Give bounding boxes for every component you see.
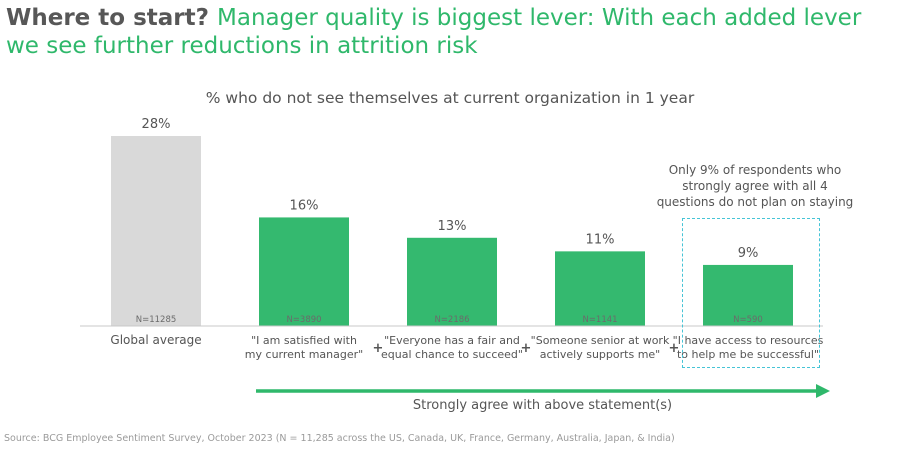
page-title: Where to start? Manager quality is bigge… <box>6 4 886 60</box>
value-label: 28% <box>142 117 171 132</box>
category-label: "Everyone has a fair and <box>384 334 520 347</box>
category-label: "I am satisfied with <box>251 334 357 347</box>
value-label: 11% <box>586 232 615 247</box>
bar <box>111 136 201 326</box>
title-accent: Manager quality is biggest lever: With e… <box>6 5 862 59</box>
arrow-label: Strongly agree with above statement(s) <box>412 398 673 413</box>
value-label: 9% <box>738 246 759 261</box>
category-label: to help me be successful" <box>677 348 819 361</box>
plus-separator: + <box>521 341 532 356</box>
bar <box>703 264 793 326</box>
bar <box>407 237 497 326</box>
title-prefix: Where to start? <box>6 5 209 31</box>
plus-separator: + <box>373 341 384 356</box>
value-label: 16% <box>290 198 319 213</box>
chart-title: % who do not see themselves at current o… <box>205 89 695 107</box>
plus-separator: + <box>669 341 680 356</box>
sample-size-label: N=1141 <box>582 315 617 325</box>
category-label: equal chance to succeed" <box>381 348 523 361</box>
bar <box>555 251 645 326</box>
category-label: Global average <box>110 333 201 347</box>
category-label: "I have access to resources <box>673 334 824 347</box>
sample-size-label: N=3890 <box>286 315 321 325</box>
callout-text: Only 9% of respondents who strongly agre… <box>656 163 854 209</box>
arrow-head <box>816 384 830 398</box>
callout-highlight-box <box>682 218 820 368</box>
value-label: 13% <box>438 219 467 234</box>
category-label: "Someone senior at work <box>531 334 670 347</box>
sample-size-label: N=2186 <box>434 315 469 325</box>
sample-size-label: N=590 <box>733 315 763 325</box>
category-label: my current manager" <box>245 348 363 361</box>
bar <box>259 217 349 326</box>
category-label: actively supports me" <box>540 348 661 361</box>
sample-size-label: N=11285 <box>136 315 177 325</box>
source-note: Source: BCG Employee Sentiment Survey, O… <box>4 433 675 444</box>
